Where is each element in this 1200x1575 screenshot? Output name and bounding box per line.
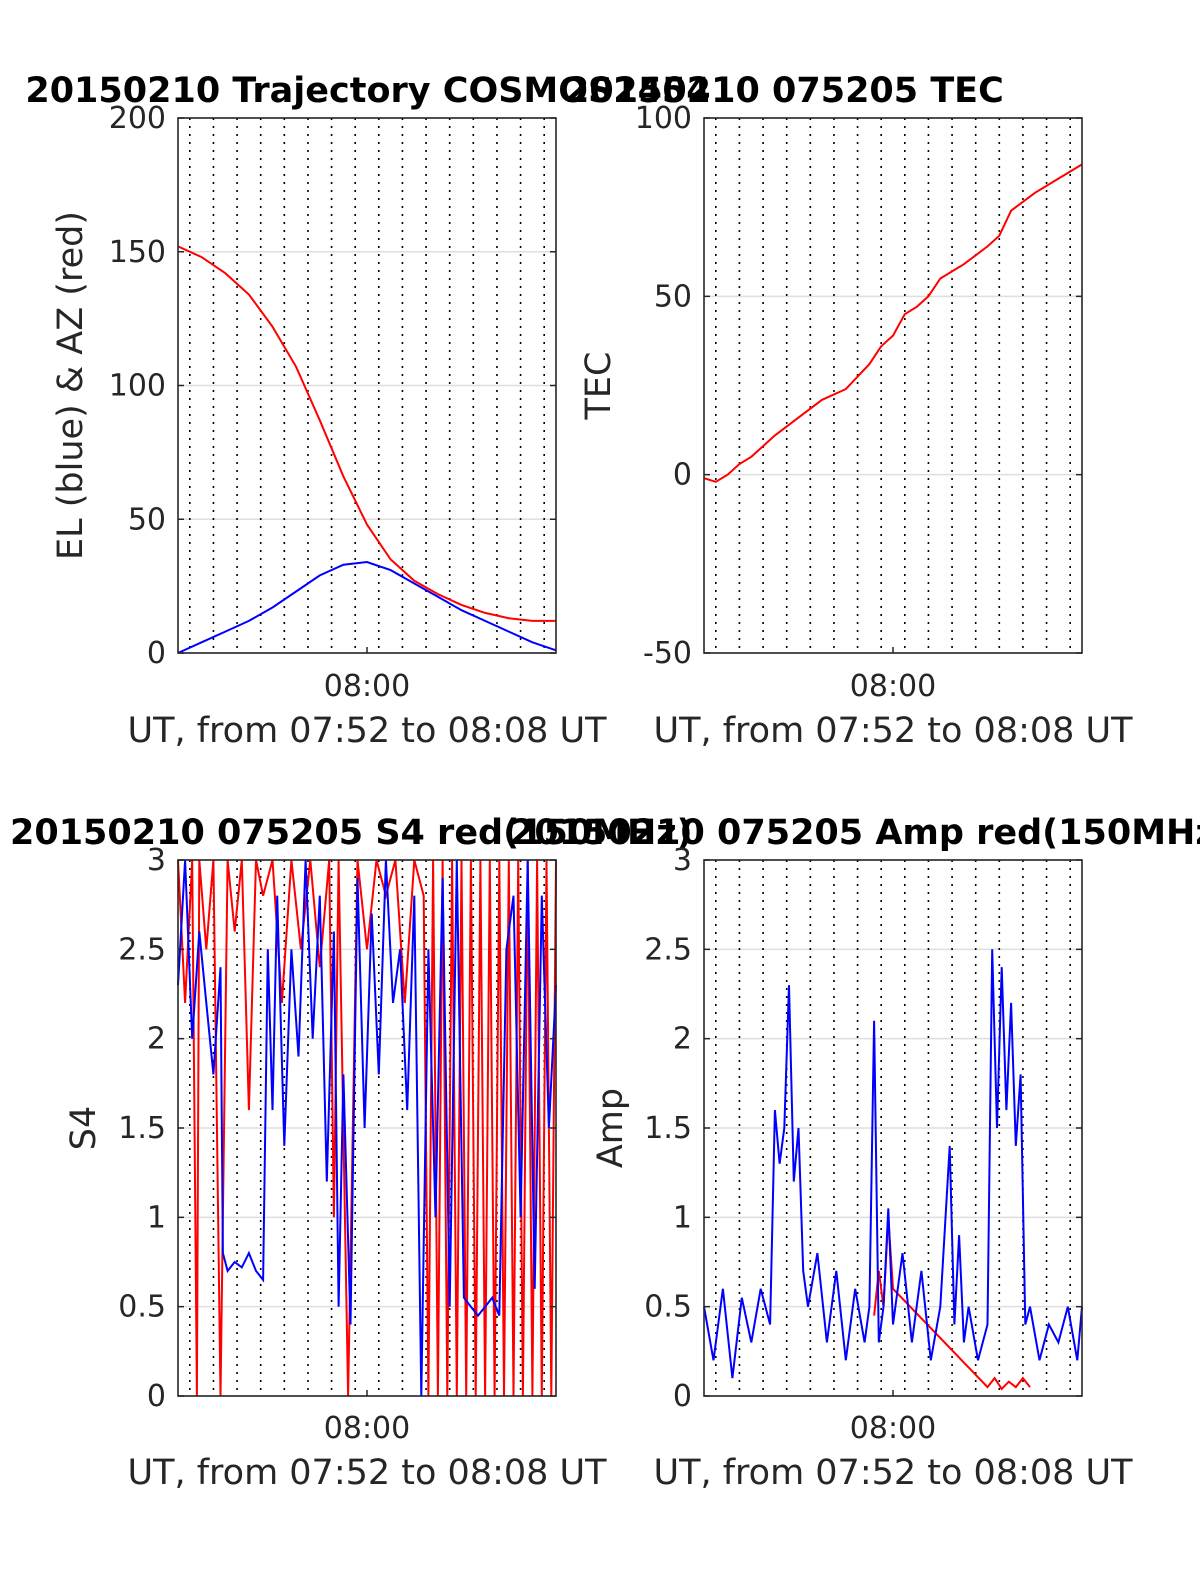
y-axis-label: EL (blue) & AZ (red) <box>51 211 91 560</box>
x-axis-label: UT, from 07:52 to 08:08 UT <box>653 1453 1133 1493</box>
x-tick-label: 08:00 <box>850 1411 936 1446</box>
y-tick-label: 0.5 <box>118 1290 166 1325</box>
y-tick-label: 2 <box>673 1022 692 1057</box>
chart-title: 20150210 Trajectory COSMOS2454 <box>25 71 710 111</box>
y-tick-label: 2 <box>147 1022 166 1057</box>
y-tick-label: 1.5 <box>118 1111 166 1146</box>
y-tick-label: 150 <box>109 235 166 270</box>
y-tick-label: 3 <box>673 843 692 878</box>
chart-panel-2: -50 0 50 100 08:00 UT, from 07:52 to 08:08 UT… <box>565 71 1133 751</box>
y-axis-label: S4 <box>64 1106 104 1151</box>
chart-panel-4: 0 0.5 1 1.5 2 2.5 3 08:00 UT, from 07:52 to 08:0… <box>510 813 1200 1493</box>
series-line-1 <box>177 859 557 1397</box>
x-tick-label: 08:00 <box>324 1411 410 1446</box>
x-axis-label: UT, from 07:52 to 08:08 UT <box>653 711 1133 751</box>
x-axis-label: UT, from 07:52 to 08:08 UT <box>127 1453 607 1493</box>
y-tick-label: 100 <box>109 369 166 404</box>
series-line-2 <box>177 560 557 654</box>
y-tick-label: 3 <box>147 843 166 878</box>
y-tick-label: 0 <box>147 1379 166 1414</box>
series-line-1 <box>703 163 1083 483</box>
y-tick-label: 0 <box>673 1379 692 1414</box>
y-axis-label: Amp <box>591 1088 631 1168</box>
y-tick-label: 0.5 <box>644 1290 692 1325</box>
chart-panel-3: 0 0.5 1 1.5 2 2.5 3 08:00 UT, from 07:52 to 08:0… <box>10 813 693 1493</box>
series-line-1 <box>177 245 556 622</box>
y-tick-label: -50 <box>643 636 692 671</box>
y-tick-label: 1 <box>673 1200 692 1235</box>
y-axis-label: TEC <box>579 352 619 421</box>
x-tick-label: 08:00 <box>324 669 410 704</box>
y-tick-label: 0 <box>673 458 692 493</box>
y-tick-label: 200 <box>109 101 166 136</box>
chart-title: 20150210 075205 S4 red(150MHz) <box>10 813 693 853</box>
y-tick-label: 0 <box>147 636 166 671</box>
chart-title: 20150210 075205 Amp red(150MHz) <box>510 813 1200 853</box>
y-tick-label: 50 <box>654 279 692 314</box>
y-tick-label: 1 <box>147 1200 166 1235</box>
y-tick-label: 1.5 <box>644 1111 692 1146</box>
series-line-2 <box>177 859 557 1397</box>
x-tick-label: 08:00 <box>850 669 936 704</box>
y-tick-label: 2.5 <box>118 932 166 967</box>
x-axis-label: UT, from 07:52 to 08:08 UT <box>127 711 607 751</box>
chart-panel-1: 0 50 100 150 200 08:00 UT, from 07:52 to 08:08… <box>25 71 710 751</box>
y-tick-label: 2.5 <box>644 932 692 967</box>
y-tick-label: 50 <box>128 502 166 537</box>
y-tick-label: 100 <box>635 101 692 136</box>
chart-title: 20150210 075205 TEC <box>565 71 1004 111</box>
series-line-2 <box>703 949 1083 1379</box>
series-line-1 <box>873 1217 1031 1391</box>
